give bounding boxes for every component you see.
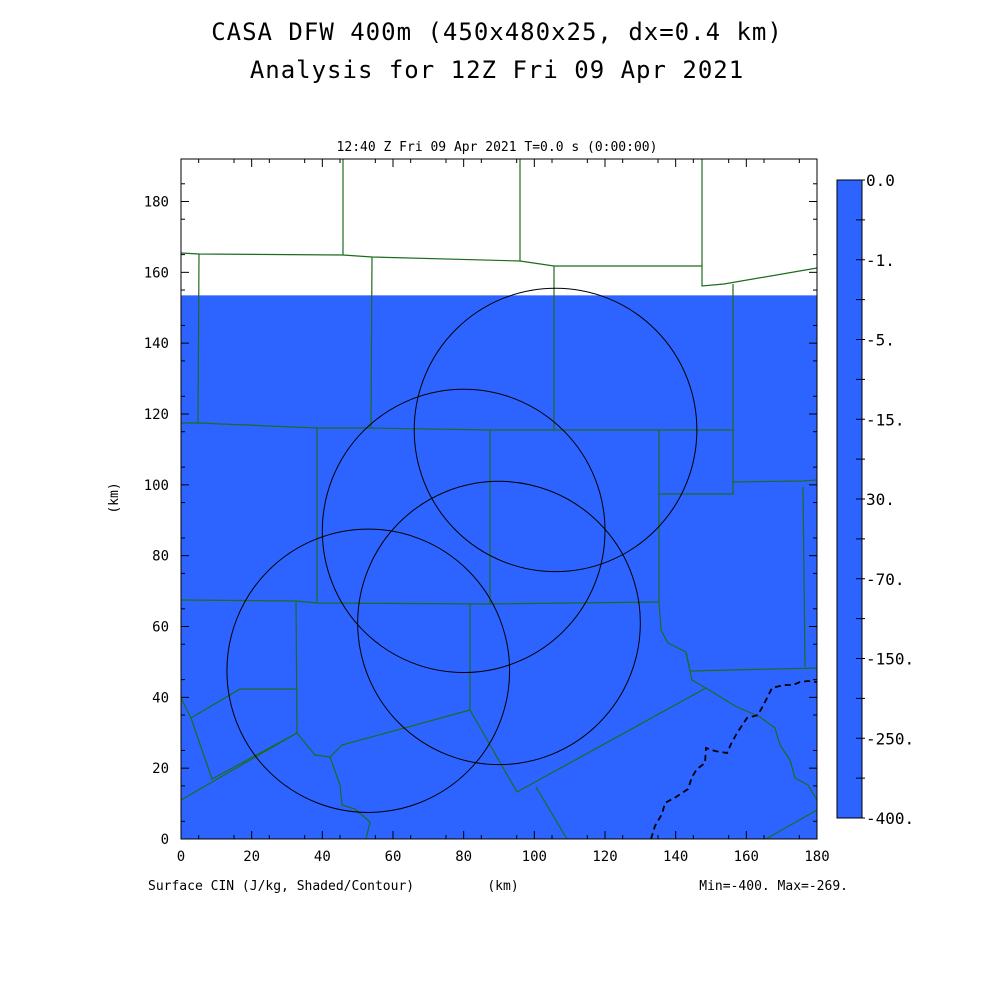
y-tick-label: 0 <box>161 832 169 848</box>
y-tick-label: 160 <box>144 265 169 281</box>
x-tick-label: 40 <box>314 849 331 865</box>
x-tick-label: 60 <box>385 849 402 865</box>
y-tick-label: 20 <box>152 761 169 777</box>
county-line <box>295 600 298 734</box>
x-tick-label: 160 <box>734 849 759 865</box>
colorbar-label: -250. <box>866 729 914 748</box>
y-tick-label: 40 <box>152 690 169 706</box>
county-line <box>180 599 660 605</box>
plot-frame <box>180 158 818 840</box>
x-tick-label: 140 <box>663 849 688 865</box>
colorbar: 0.0 -1. -5. -15. 30. -70. -150. -250. -400. <box>836 171 914 828</box>
x-tick-label: 120 <box>592 849 617 865</box>
county-line <box>658 601 818 672</box>
county-line <box>180 709 471 801</box>
colorbar-label: -150. <box>866 650 914 669</box>
colorbar-label: 30. <box>866 490 895 509</box>
radar-ring-1 <box>226 528 511 813</box>
colorbar-label: 0.0 <box>866 171 895 190</box>
county-line <box>685 651 818 801</box>
colorbar-label: -15. <box>866 410 905 429</box>
county-line <box>181 422 733 431</box>
county-line <box>197 253 200 424</box>
map-panel <box>180 158 818 840</box>
colorbar-label: -70. <box>866 570 905 589</box>
y-tick-label: 100 <box>144 478 169 494</box>
county-line <box>802 486 806 668</box>
county-line <box>765 809 818 840</box>
y-tick-label: 80 <box>152 549 169 565</box>
time-label: 12:40 Z Fri 09 Apr 2021 T=0.0 s (0:00:00… <box>337 140 658 155</box>
county-line <box>190 688 296 719</box>
dashed-boundary <box>650 680 818 840</box>
county-line <box>701 159 818 287</box>
county-boundaries <box>180 159 818 840</box>
colorbar-label: -1. <box>866 251 895 270</box>
x-tick-label: 100 <box>522 849 547 865</box>
radar-ring-4 <box>413 287 698 573</box>
county-line <box>180 697 298 780</box>
y-tick-label: 120 <box>144 407 169 423</box>
title-line-1: CASA DFW 400m (450x480x25, dx=0.4 km) <box>211 18 783 46</box>
y-tick-label: 140 <box>144 336 169 352</box>
y-tick-label: 180 <box>144 195 169 211</box>
minmax-label: Min=-400. Max=-269. <box>699 879 848 894</box>
colorbar-ticks: 0.0 -1. -5. -15. 30. -70. -150. -250. -400. <box>856 171 914 828</box>
x-tick-label: 80 <box>455 849 472 865</box>
x-tick-label: 20 <box>243 849 260 865</box>
y-axis-title: (km) <box>107 482 122 513</box>
title-line-2: Analysis for 12Z Fri 09 Apr 2021 <box>250 56 744 84</box>
county-line <box>469 687 707 793</box>
county-line <box>659 479 818 495</box>
axes: 0 20 40 60 80 100 120 140 160 180 0 20 40 60 80 100 120 1… <box>144 159 830 865</box>
colorbar-label: -5. <box>866 331 895 350</box>
county-line <box>329 756 371 840</box>
cin-shaded-region <box>181 295 817 840</box>
x-tick-label: 180 <box>804 849 829 865</box>
y-tick-label: 60 <box>152 620 169 636</box>
radar-rings <box>226 287 698 813</box>
radar-ring-2 <box>321 388 606 674</box>
x-tick-label: 0 <box>177 849 185 865</box>
radar-ring-3 <box>357 480 641 766</box>
colorbar-label: -400. <box>866 809 914 828</box>
field-label: Surface CIN (J/kg, Shaded/Contour) <box>148 879 414 894</box>
county-line <box>370 256 373 429</box>
x-axis-title: (km) <box>487 879 518 894</box>
county-line <box>535 786 568 840</box>
